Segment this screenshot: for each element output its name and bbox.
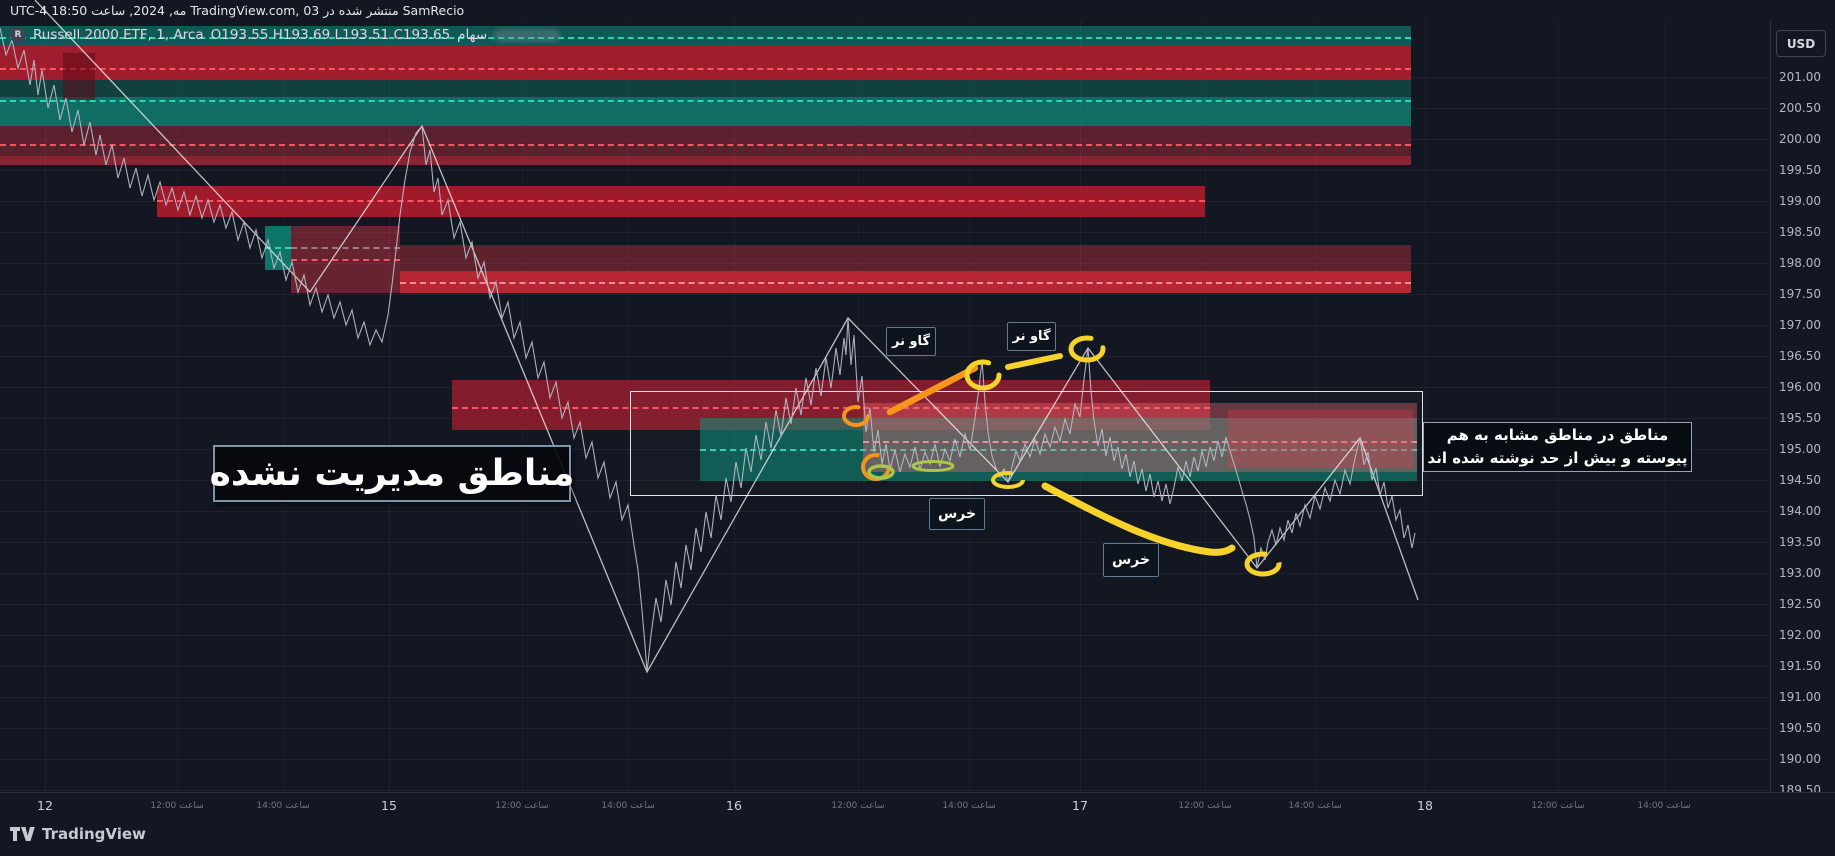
time-day-label: 12: [37, 798, 53, 813]
zones-note-box[interactable]: مناطق در مناطق مشابه به هم پیوسته و بیش ا…: [1423, 422, 1692, 472]
price-tick-label: 193.00: [1779, 566, 1821, 580]
time-hour-label: ساعت 14:00: [256, 801, 310, 811]
price-tick-label: 191.50: [1779, 659, 1821, 673]
symbol-logo-icon: R: [10, 27, 26, 43]
price-tick-label: 197.00: [1779, 318, 1821, 332]
price-tick-label: 193.50: [1779, 535, 1821, 549]
time-day-label: 16: [726, 798, 742, 813]
tradingview-logo-icon: [10, 827, 35, 841]
time-hour-label: ساعت 12:00: [495, 801, 549, 811]
price-tick-label: 196.50: [1779, 349, 1821, 363]
bull-label-box[interactable]: گاو نر: [1007, 322, 1056, 351]
note-line: پیوسته و بیش از حد نوشته شده اند: [1427, 449, 1688, 467]
redacted-blur: [494, 28, 561, 42]
unmanaged-zones-title-box[interactable]: مناطق مدیریت نشده: [210, 445, 574, 502]
symbol-title[interactable]: Russell 2000 ETF, 1, Arca: [33, 27, 204, 43]
price-tick-label: 190.50: [1779, 721, 1821, 735]
price-tick-label: 191.00: [1779, 690, 1821, 704]
tradingview-logo-text: TradingView: [42, 825, 146, 843]
price-tick-label: 190.00: [1779, 752, 1821, 766]
price-tick-label: 195.00: [1779, 442, 1821, 456]
bear-label-box[interactable]: خرس: [1103, 543, 1159, 577]
time-hour-label: ساعت 14:00: [601, 801, 655, 811]
price-tick-label: 198.00: [1779, 256, 1821, 270]
ohlc-values: O193.55 H193.69 L193.51 C193.65: [210, 27, 451, 43]
price-tick-label: 192.50: [1779, 597, 1821, 611]
vertical-gridline: [1425, 20, 1426, 792]
tradingview-logo[interactable]: TradingView: [10, 825, 146, 843]
price-tick-label: 200.00: [1779, 132, 1821, 146]
price-tick-label: 195.50: [1779, 411, 1821, 425]
time-hour-label: ساعت 12:00: [150, 801, 204, 811]
time-hour-label: ساعت 14:00: [942, 801, 996, 811]
price-tick-label: 194.00: [1779, 504, 1821, 518]
price-tick-label: 199.50: [1779, 163, 1821, 177]
footer-bar: TradingView: [0, 818, 1835, 856]
time-hour-label: ساعت 14:00: [1288, 801, 1342, 811]
time-hour-label: ساعت 12:00: [1178, 801, 1232, 811]
price-tick-label: 200.50: [1779, 101, 1821, 115]
market-type-label: سهام: [457, 27, 488, 43]
horizontal-gridline: [0, 790, 1770, 791]
price-tick-label: 197.50: [1779, 287, 1821, 301]
price-tick-label: 199.00: [1779, 194, 1821, 208]
time-day-label: 18: [1417, 798, 1433, 813]
horizontal-gridline: [0, 759, 1770, 760]
price-tick-label: 192.00: [1779, 628, 1821, 642]
bull-label-box[interactable]: گاو نر: [886, 327, 936, 356]
note-line: مناطق در مناطق مشابه به هم: [1446, 426, 1669, 444]
price-tick-label: 194.50: [1779, 473, 1821, 487]
horizontal-gridline: [0, 728, 1770, 729]
time-hour-label: ساعت 14:00: [1637, 801, 1691, 811]
chart-legend: R Russell 2000 ETF, 1, Arca O193.55 H193…: [10, 27, 561, 43]
price-tick-label: 196.00: [1779, 380, 1821, 394]
time-scale[interactable]: 12 15 16 17 18 ساعت 12:00 ساعت 14:00 ساعت 12:00…: [0, 792, 1835, 819]
price-scale[interactable]: USD 201.00 200.50 200.00 199.50 199.00 198.50…: [1770, 20, 1835, 818]
callouts-layer: مناطق مدیریت نشده مناطق در مناطق مشابه به…: [210, 322, 1692, 577]
price-tick-label: 201.00: [1779, 70, 1821, 84]
price-tick-label: 198.50: [1779, 225, 1821, 239]
time-day-label: 15: [381, 798, 397, 813]
time-hour-label: ساعت 12:00: [1531, 801, 1585, 811]
horizontal-gridline: [0, 697, 1770, 698]
bear-label-box[interactable]: خرس: [929, 498, 985, 530]
currency-button[interactable]: USD: [1776, 30, 1826, 57]
time-hour-label: ساعت 12:00: [831, 801, 885, 811]
time-day-label: 17: [1072, 798, 1088, 813]
